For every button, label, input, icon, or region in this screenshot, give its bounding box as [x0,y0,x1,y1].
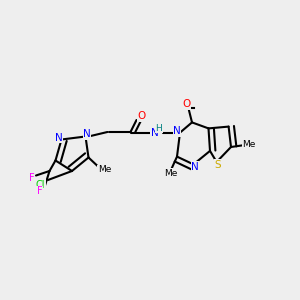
Text: Me: Me [164,169,177,178]
Text: O: O [137,111,146,122]
Text: F: F [37,186,42,196]
Text: Me: Me [242,140,256,149]
Text: N: N [83,129,91,139]
Text: N: N [191,162,199,172]
Text: N: N [151,128,158,138]
Text: N: N [173,126,181,136]
Text: S: S [214,160,221,170]
Text: O: O [182,99,191,110]
Text: H: H [156,124,162,133]
Text: Me: Me [98,165,111,174]
Text: F: F [29,172,35,183]
Text: N: N [55,133,62,143]
Text: Cl: Cl [36,179,45,190]
